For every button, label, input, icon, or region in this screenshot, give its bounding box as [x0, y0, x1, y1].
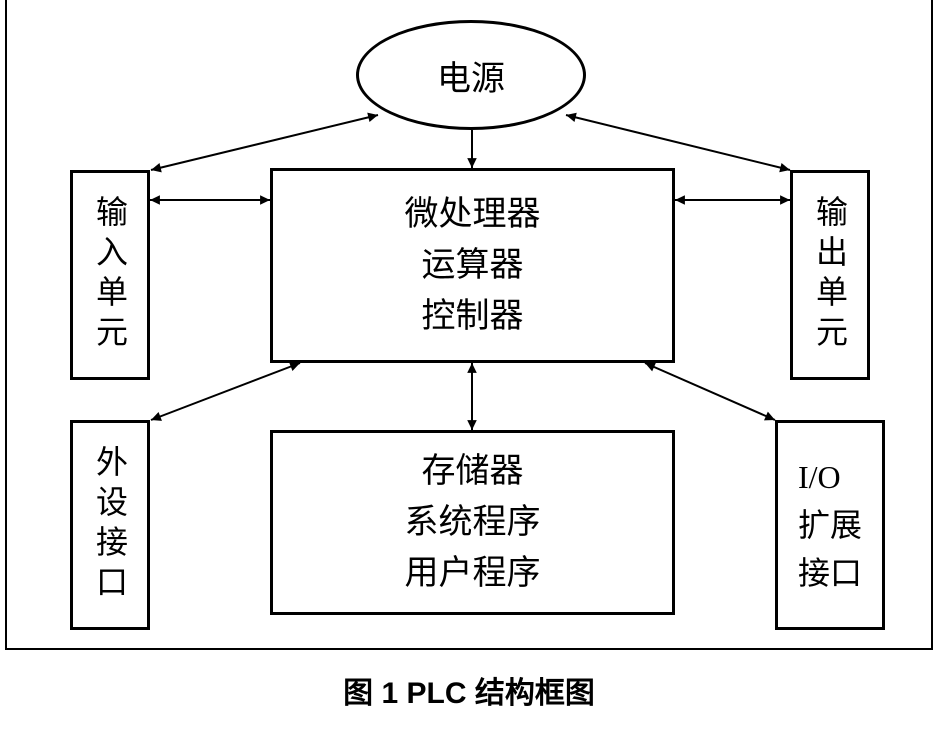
node-output-label: 输出单元 [807, 195, 853, 355]
node-input: 输入单元 [70, 170, 150, 380]
node-power: 电源 [356, 20, 586, 130]
node-input-label: 输入单元 [87, 195, 133, 355]
node-power-label: 电源 [437, 51, 505, 100]
node-memory: 存储器系统程序用户程序 [270, 430, 675, 615]
node-output: 输出单元 [790, 170, 870, 380]
node-perif: 外设接口 [70, 420, 150, 630]
node-memory-label: 存储器系统程序用户程序 [405, 446, 541, 599]
node-cpu-label: 微处理器运算器控制器 [405, 189, 541, 342]
diagram-caption: 图 1 PLC 结构框图 [0, 668, 938, 712]
node-perif-label: 外设接口 [87, 445, 133, 605]
node-ioext: I/O扩展接口 [775, 420, 885, 630]
node-cpu: 微处理器运算器控制器 [270, 168, 675, 363]
node-ioext-label: I/O扩展接口 [798, 453, 862, 597]
